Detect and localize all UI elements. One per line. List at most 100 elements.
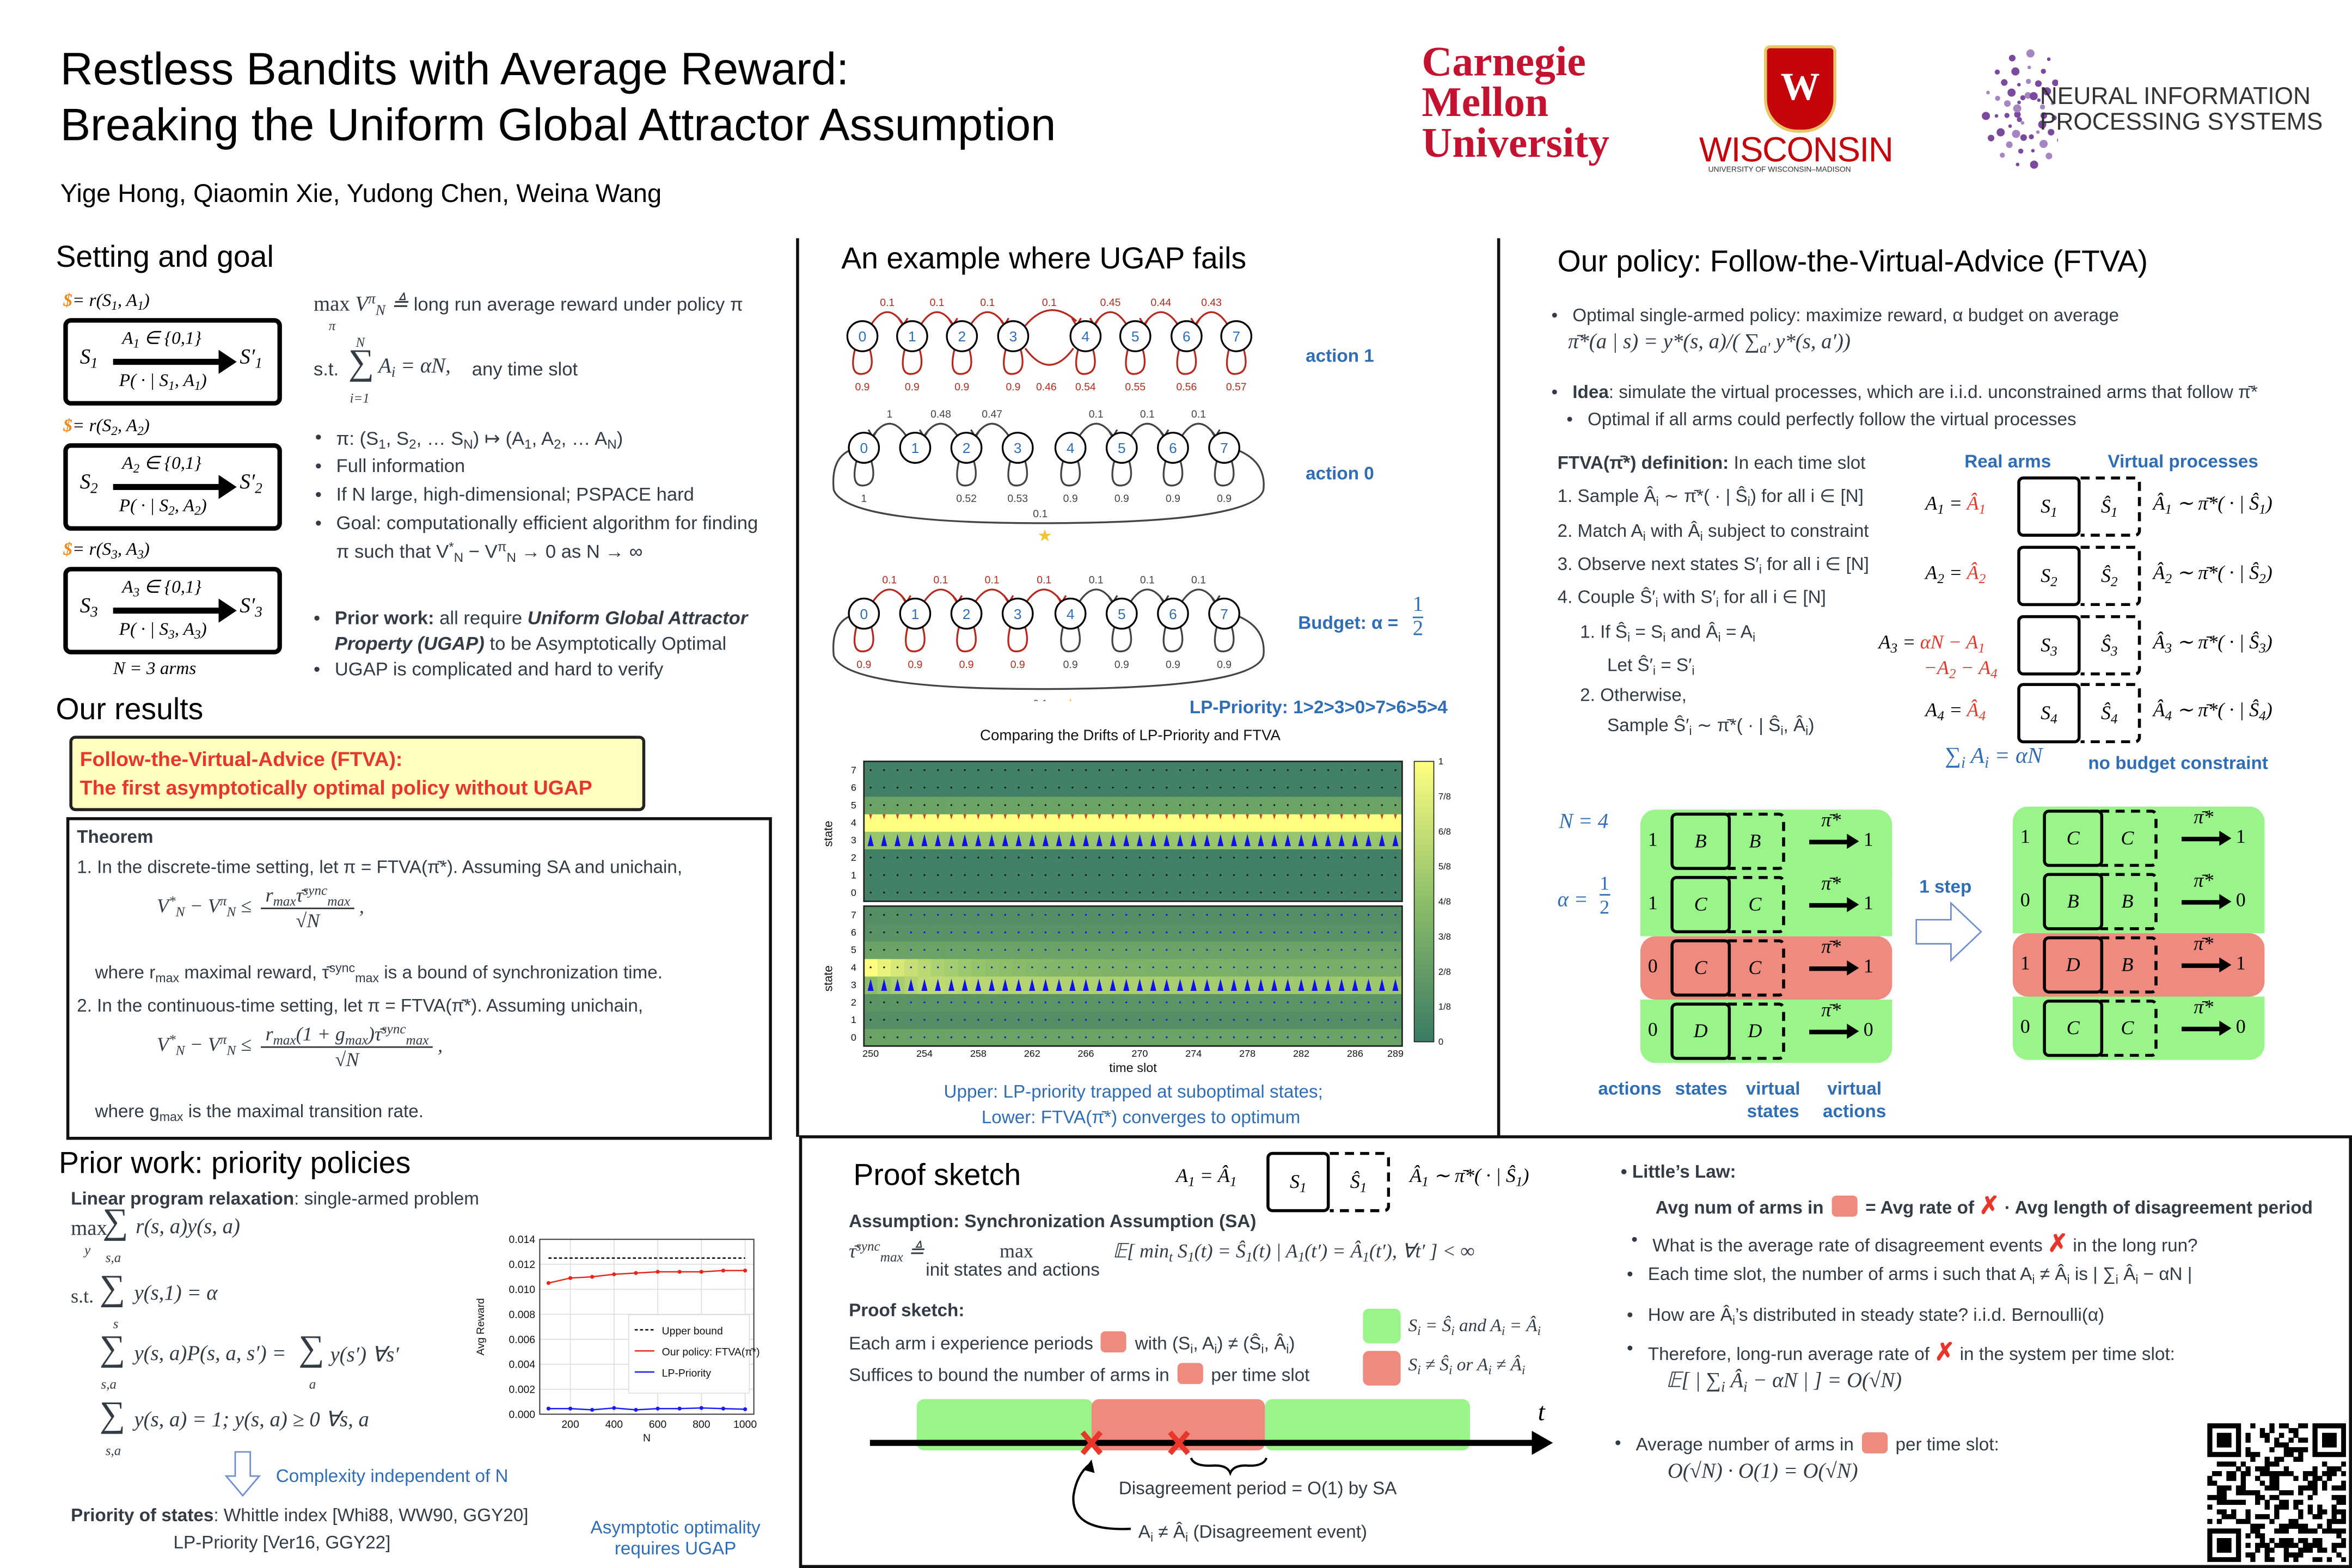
drift-dot: [1340, 914, 1343, 916]
drift-arrow-up: [881, 834, 887, 847]
drift-dot: [1125, 1019, 1128, 1021]
disagreement-swatch: [1101, 1331, 1127, 1352]
drift-arrow-up: [1042, 834, 1049, 847]
drift-dot: [1340, 948, 1343, 951]
drift-dot: [964, 931, 966, 934]
qr-module: [2293, 1432, 2299, 1438]
action-0-label: action 0: [1306, 463, 1374, 484]
drift-dot: [1112, 856, 1114, 859]
qr-module: [2341, 1423, 2346, 1429]
transition-arrow: [1026, 589, 1062, 602]
drift-dot: [1138, 856, 1141, 859]
drift-dot: [1179, 931, 1181, 934]
virtual-action-dist: Â1 ∼ π̄*( · | Ŝ1): [2153, 491, 2273, 517]
drift-arrow-up: [975, 978, 982, 991]
sum-symbol: ∑: [99, 1269, 126, 1309]
x-tick-label: 274: [1185, 1048, 1202, 1059]
arm-state-box: C: [2043, 810, 2104, 867]
qr-code[interactable]: [2207, 1423, 2346, 1562]
drift-dot: [1327, 1036, 1330, 1038]
qr-module: [2221, 1451, 2227, 1457]
label-line: virtual: [1745, 1077, 1800, 1099]
data-point: [612, 1272, 616, 1277]
qr-module: [2226, 1499, 2232, 1505]
drift-dot: [1112, 931, 1114, 934]
qr-module: [2216, 1557, 2222, 1562]
drift-dot: [990, 1001, 993, 1003]
idea-label: Idea: [1572, 381, 1609, 403]
arm-next-state: S′1: [240, 346, 262, 372]
qr-module: [2283, 1538, 2289, 1543]
y-tick-label: 7: [851, 909, 856, 920]
qr-module: [2245, 1447, 2251, 1453]
drift-dot: [1220, 931, 1222, 934]
drift-dot: [910, 914, 912, 916]
drift-dot: [950, 804, 953, 806]
drift-dot: [1327, 966, 1330, 969]
drift-dot: [1166, 1001, 1168, 1003]
state-node-label: 6: [1169, 606, 1177, 622]
qr-module: [2326, 1518, 2332, 1524]
qr-module: [2317, 1451, 2323, 1457]
qr-module: [2235, 1538, 2241, 1543]
qr-module: [2231, 1451, 2237, 1457]
drift-dot: [1018, 891, 1020, 894]
drift-dot: [1166, 931, 1168, 934]
qr-module: [2259, 1494, 2265, 1500]
drift-arrow-up: [1056, 978, 1062, 991]
transition-arrow: [1079, 589, 1114, 602]
drift-dot: [1381, 1001, 1383, 1003]
qr-module: [2322, 1528, 2328, 1534]
drift-dot: [1004, 804, 1006, 806]
transition-prob: 0.1: [985, 574, 1000, 586]
qr-module: [2264, 1466, 2270, 1472]
qr-module: [2216, 1471, 2222, 1477]
qr-module: [2341, 1494, 2346, 1500]
qr-module: [2278, 1499, 2284, 1505]
drift-dot: [977, 1001, 979, 1003]
drift-dot: [1018, 804, 1020, 806]
drift-dot: [869, 891, 872, 894]
text: Little’s Law:: [1632, 1161, 1736, 1183]
drift-dot: [1260, 931, 1262, 934]
qr-module: [2259, 1538, 2265, 1543]
qr-module: [2231, 1423, 2237, 1429]
drift-dot: [883, 874, 885, 876]
drift-dot: [1206, 914, 1208, 916]
cross-icon: ✗: [2048, 1232, 2068, 1258]
transition-arrow: [1094, 311, 1128, 325]
drift-dot: [896, 1019, 899, 1021]
drift-dot: [1300, 769, 1302, 771]
disagreement-period-label: Disagreement period = O(1) by SA: [1118, 1477, 1397, 1499]
label-line: virtual: [1827, 1077, 1882, 1099]
data-point: [721, 1269, 726, 1273]
drift-dot: [950, 1001, 953, 1003]
drift-arrow-up: [1177, 978, 1184, 991]
data-point: [612, 1406, 616, 1410]
drift-dot: [883, 769, 885, 771]
qr-module: [2331, 1514, 2337, 1520]
state-node: [946, 320, 978, 352]
data-point: [568, 1276, 573, 1281]
disagreement-event-cross-icon: [1168, 1430, 1190, 1455]
drift-dot: [1179, 786, 1181, 789]
sum-sub: a: [309, 1376, 316, 1392]
qr-module: [2326, 1437, 2332, 1443]
drift-dot: [1233, 931, 1235, 934]
qr-module: [2250, 1557, 2256, 1562]
state-node: [1220, 320, 1253, 352]
qr-module: [2302, 1485, 2308, 1491]
wisconsin-logo-subtitle: UNIVERSITY OF WISCONSIN–MADISON: [1708, 166, 1851, 175]
neurips-line: NEURAL INFORMATION: [2039, 84, 2311, 111]
drift-dot: [1018, 1001, 1020, 1003]
drift-arrow-up: [1015, 978, 1022, 991]
down-arrow-icon: [224, 1451, 261, 1497]
drift-dot: [1152, 948, 1154, 951]
drift-dot: [1018, 856, 1020, 859]
logo-dot: [2017, 100, 2021, 105]
disagreement-event-cross-icon: [1080, 1430, 1103, 1455]
self-loop-arrow: [853, 627, 874, 652]
cmu-logo-line: Carnegie: [1422, 39, 1586, 86]
rate-question: What is the average rate of disagreement…: [1631, 1229, 2197, 1259]
